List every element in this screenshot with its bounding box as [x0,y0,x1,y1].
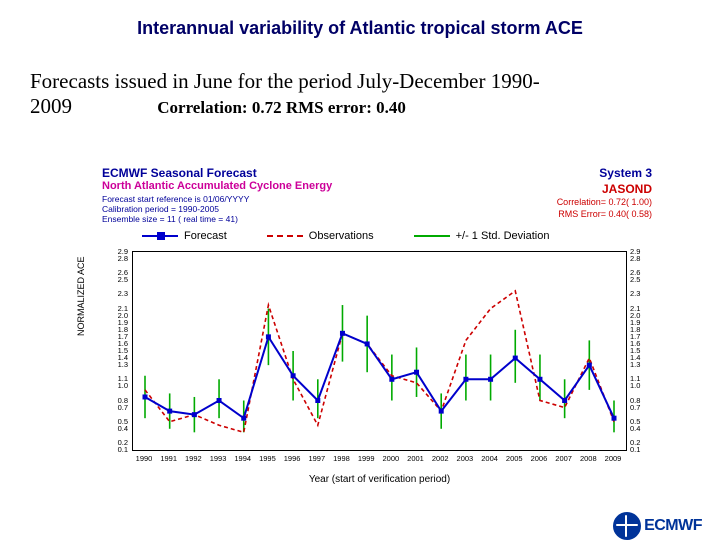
y-tick: 1.1 [108,374,128,383]
subtitle-stats: Correlation: 0.72 RMS error: 0.40 [157,98,406,117]
x-tick: 2005 [506,454,523,463]
y-tick: 0.8 [108,396,128,405]
y-tick: 2.3 [630,289,650,298]
chart-header-right: System 3 JASOND Correlation= 0.72( 1.00)… [557,166,652,221]
header-ref: Forecast start reference is 01/06/YYYY [102,194,332,204]
x-tick: 1996 [284,454,301,463]
legend-stddev-label: +/- 1 Std. Deviation [456,230,550,242]
legend-forecast: Forecast [142,230,227,242]
y-tick: 0.5 [630,417,650,426]
y-axis-label: NORMALIZED ACE [76,256,86,336]
x-tick: 2004 [481,454,498,463]
x-tick: 1993 [210,454,227,463]
x-tick: 2002 [432,454,449,463]
header-corr: Correlation= 0.72( 1.00) [557,197,652,209]
legend-observations-label: Observations [309,230,374,242]
header-ens: Ensemble size = 11 ( real time = 41) [102,214,332,224]
x-tick: 1992 [185,454,202,463]
header-system: System 3 [557,166,652,182]
y-tick: 2.3 [108,289,128,298]
x-tick: 1990 [136,454,153,463]
subtitle-line-b: 2009 [30,94,72,118]
legend-forecast-label: Forecast [184,230,227,242]
legend-stddev: +/- 1 Std. Deviation [414,230,550,242]
chart-container: ECMWF Seasonal Forecast North Atlantic A… [82,166,652,501]
x-tick: 2009 [605,454,622,463]
x-tick: 2000 [382,454,399,463]
ecmwf-logo: ECMWF [613,512,702,540]
x-tick: 1997 [308,454,325,463]
legend-forecast-swatch [142,235,178,237]
header-calib: Calibration period = 1990-2005 [102,204,332,214]
header-months: JASOND [557,182,652,198]
x-tick: 1999 [358,454,375,463]
x-axis-label: Year (start of verification period) [132,474,627,485]
header-rms: RMS Error= 0.40( 0.58) [557,209,652,221]
x-tick: 1998 [333,454,350,463]
logo-globe-icon [613,512,641,540]
header-product: North Atlantic Accumulated Cyclone Energ… [102,180,332,193]
y-tick: 2.6 [630,268,650,277]
page-title: Interannual variability of Atlantic trop… [0,18,720,39]
x-tick: 1994 [234,454,251,463]
x-tick: 2001 [407,454,424,463]
y-tick: 2.6 [108,268,128,277]
y-tick: 2.9 [630,247,650,256]
y-tick: 0.2 [630,438,650,447]
header-org: ECMWF Seasonal Forecast [102,166,332,180]
subtitle-line-a: Forecasts issued in June for the period … [30,69,540,93]
y-tick: 2.1 [630,304,650,313]
y-tick: 1.1 [630,374,650,383]
y-tick: 2.9 [108,247,128,256]
plot-area [132,251,627,451]
legend: Forecast Observations +/- 1 Std. Deviati… [142,226,632,246]
legend-stddev-swatch [414,235,450,237]
x-tick: 2007 [555,454,572,463]
chart-header-left: ECMWF Seasonal Forecast North Atlantic A… [102,166,332,224]
x-tick: 1995 [259,454,276,463]
legend-observations-swatch [267,235,303,237]
x-tick: 2008 [580,454,597,463]
plot-svg [133,252,626,450]
y-tick: 0.5 [108,417,128,426]
x-tick: 2006 [531,454,548,463]
x-tick: 2003 [457,454,474,463]
logo-text: ECMWF [644,517,702,535]
x-tick: 1991 [160,454,177,463]
legend-observations: Observations [267,230,374,242]
y-tick: 0.2 [108,438,128,447]
y-tick: 0.8 [630,396,650,405]
y-tick: 2.1 [108,304,128,313]
subtitle: Forecasts issued in June for the period … [30,69,690,119]
